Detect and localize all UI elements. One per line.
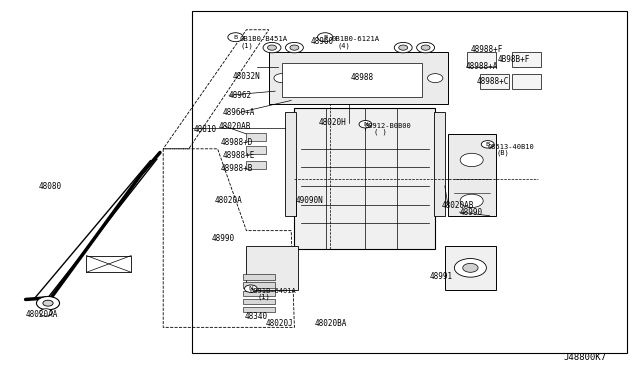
Circle shape — [460, 153, 483, 167]
Circle shape — [306, 74, 321, 83]
Text: 48990: 48990 — [460, 208, 483, 217]
Bar — [243, 299, 275, 304]
Circle shape — [428, 74, 443, 83]
Text: 48988+F: 48988+F — [470, 45, 503, 54]
Text: (1): (1) — [240, 42, 253, 49]
Bar — [282, 63, 422, 97]
Text: 48080: 48080 — [38, 182, 61, 190]
Bar — [243, 282, 275, 288]
Circle shape — [481, 141, 494, 148]
Text: 48020AB: 48020AB — [219, 122, 252, 131]
Text: 48988+D: 48988+D — [221, 138, 253, 147]
Text: 48020BA: 48020BA — [315, 319, 348, 328]
Text: 48020AA: 48020AA — [26, 310, 58, 319]
Text: B: B — [234, 35, 237, 40]
Circle shape — [285, 42, 303, 53]
Text: (4): (4) — [338, 42, 351, 49]
Text: 48960: 48960 — [310, 37, 333, 46]
Circle shape — [317, 33, 333, 42]
Circle shape — [43, 300, 53, 306]
Bar — [192, 11, 627, 353]
Text: 48962: 48962 — [229, 91, 252, 100]
Bar — [243, 307, 275, 312]
Text: 48032N: 48032N — [232, 72, 260, 81]
Text: 48988+A: 48988+A — [466, 62, 499, 71]
Circle shape — [268, 45, 276, 50]
Text: (B): (B) — [496, 149, 509, 156]
Bar — [480, 74, 509, 89]
Text: B: B — [486, 142, 490, 147]
Text: N: N — [248, 286, 253, 291]
Text: 49090N: 49090N — [296, 196, 323, 205]
Bar — [243, 291, 275, 296]
Text: 48020A: 48020A — [214, 196, 242, 205]
Text: 0B1B0-B451A: 0B1B0-B451A — [240, 36, 288, 42]
Text: J48800K7: J48800K7 — [563, 353, 606, 362]
Circle shape — [417, 42, 435, 53]
Text: 4B98B+F: 4B98B+F — [498, 55, 531, 64]
Text: 08513-40B10: 08513-40B10 — [488, 144, 534, 150]
Text: 48020J: 48020J — [266, 319, 293, 328]
Bar — [285, 112, 296, 216]
Circle shape — [394, 42, 412, 53]
Circle shape — [263, 42, 281, 53]
Text: 0B1B0-6121A: 0B1B0-6121A — [332, 36, 380, 42]
Text: 48810: 48810 — [193, 125, 216, 134]
Bar — [246, 146, 266, 154]
Circle shape — [36, 296, 60, 310]
Circle shape — [460, 194, 483, 208]
Bar — [448, 134, 496, 216]
Text: 48340: 48340 — [244, 312, 268, 321]
Bar — [246, 161, 266, 169]
Circle shape — [40, 309, 52, 316]
Circle shape — [463, 263, 478, 272]
Circle shape — [454, 259, 486, 277]
Bar — [269, 52, 448, 104]
Bar — [434, 112, 445, 216]
Text: N: N — [363, 122, 368, 127]
Text: 0891B-6401A: 0891B-6401A — [250, 288, 296, 294]
Text: 48020H: 48020H — [319, 118, 346, 127]
Circle shape — [290, 45, 299, 50]
Bar — [467, 52, 496, 67]
Bar — [246, 133, 266, 141]
Text: 48988+B: 48988+B — [221, 164, 253, 173]
Circle shape — [228, 33, 243, 42]
Text: ( ): ( ) — [374, 129, 387, 135]
Text: B: B — [323, 35, 327, 40]
Text: 08912-B0B00: 08912-B0B00 — [365, 124, 412, 129]
Text: 48988+E: 48988+E — [223, 151, 255, 160]
Text: 48990: 48990 — [211, 234, 234, 243]
Circle shape — [421, 45, 430, 50]
Circle shape — [359, 121, 372, 128]
Bar — [246, 246, 298, 290]
Text: 48988+C: 48988+C — [477, 77, 509, 86]
Bar — [512, 52, 541, 67]
Text: 48960+A: 48960+A — [223, 108, 255, 117]
Circle shape — [351, 74, 366, 83]
Bar — [86, 256, 131, 272]
Text: 48020AB: 48020AB — [442, 201, 474, 210]
Circle shape — [399, 45, 408, 50]
Circle shape — [244, 285, 257, 292]
Text: 48988: 48988 — [351, 73, 374, 82]
Bar — [512, 74, 541, 89]
Text: 48991: 48991 — [430, 272, 453, 280]
Bar — [445, 246, 496, 290]
Circle shape — [274, 74, 289, 83]
Bar — [243, 274, 275, 280]
Circle shape — [396, 74, 411, 83]
Text: (1): (1) — [257, 294, 270, 300]
Bar — [294, 108, 435, 249]
